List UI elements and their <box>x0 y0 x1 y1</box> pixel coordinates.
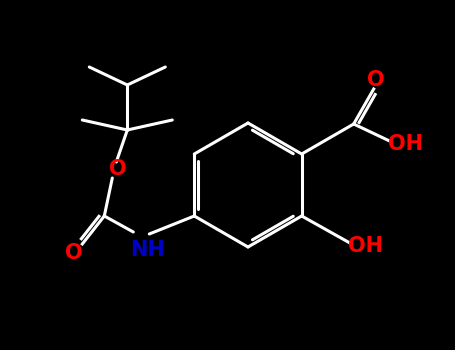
Text: NH: NH <box>130 240 165 260</box>
Text: OH: OH <box>388 134 423 154</box>
Text: OH: OH <box>348 236 383 256</box>
Text: O: O <box>367 70 384 90</box>
Text: O: O <box>66 243 83 263</box>
Text: O: O <box>110 159 127 179</box>
